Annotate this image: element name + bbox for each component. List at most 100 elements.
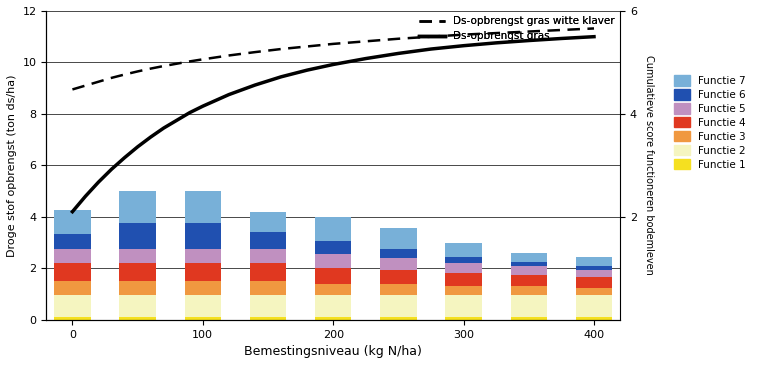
Ds-opbrengst gras witte klaver: [394, 36, 403, 41]
Ds-opbrengst gras: [198, 104, 207, 108]
Bar: [185, 191, 221, 223]
Bar: [120, 295, 156, 317]
Line: Ds-opbrengst gras witte klaver: Ds-opbrengst gras witte klaver: [73, 28, 594, 89]
Bar: [315, 284, 351, 295]
Bar: [55, 317, 91, 320]
Bar: [445, 317, 482, 320]
Bar: [55, 249, 91, 263]
Bar: [510, 295, 547, 317]
Ds-opbrengst gras: [146, 135, 155, 139]
Bar: [185, 295, 221, 317]
Legend: Ds-opbrengst gras witte klaver, Ds-opbrengst gras: Ds-opbrengst gras witte klaver, Ds-opbre…: [419, 16, 615, 41]
Ds-opbrengst gras: [557, 36, 566, 41]
Bar: [380, 295, 416, 317]
Ds-opbrengst gras: [224, 92, 233, 97]
Bar: [445, 286, 482, 295]
Bar: [120, 263, 156, 281]
Ds-opbrengst gras: [491, 41, 500, 45]
Ds-opbrengst gras: [159, 126, 168, 130]
Bar: [445, 243, 482, 257]
Bar: [315, 295, 351, 317]
Ds-opbrengst gras witte klaver: [159, 64, 168, 68]
Bar: [250, 317, 286, 320]
Bar: [185, 249, 221, 263]
Bar: [185, 223, 221, 249]
Bar: [576, 266, 612, 270]
Bar: [185, 317, 221, 320]
Bar: [55, 234, 91, 249]
Bar: [380, 258, 416, 270]
Bar: [445, 263, 482, 273]
Ds-opbrengst gras: [94, 180, 103, 184]
Bar: [55, 295, 91, 317]
Bar: [120, 249, 156, 263]
Ds-opbrengst gras: [68, 210, 77, 214]
Bar: [315, 254, 351, 268]
Ds-opbrengst gras witte klaver: [133, 69, 142, 74]
Bar: [250, 263, 286, 281]
Ds-opbrengst gras: [329, 62, 338, 67]
Ds-opbrengst gras: [426, 47, 435, 51]
Ds-opbrengst gras witte klaver: [81, 83, 90, 88]
Bar: [380, 317, 416, 320]
Ds-opbrengst gras: [251, 83, 260, 87]
Ds-opbrengst gras: [361, 56, 370, 61]
Bar: [250, 232, 286, 249]
Ds-opbrengst gras witte klaver: [303, 44, 312, 49]
Ds-opbrengst gras: [185, 110, 195, 115]
Bar: [510, 253, 547, 262]
Ds-opbrengst gras witte klaver: [120, 72, 129, 77]
Bar: [315, 217, 351, 241]
Bar: [576, 270, 612, 277]
Bar: [576, 317, 612, 320]
Bar: [380, 228, 416, 249]
Ds-opbrengst gras: [459, 43, 468, 48]
Bar: [250, 281, 286, 295]
Bar: [250, 295, 286, 317]
Bar: [250, 212, 286, 232]
Bar: [576, 295, 612, 317]
Legend: Functie 7, Functie 6, Functie 5, Functie 4, Functie 3, Functie 2, Functie 1: Functie 7, Functie 6, Functie 5, Functie…: [671, 72, 749, 173]
Ds-opbrengst gras witte klaver: [426, 34, 435, 39]
Ds-opbrengst gras: [120, 155, 129, 160]
Ds-opbrengst gras: [525, 38, 534, 43]
Bar: [510, 275, 547, 286]
Bar: [576, 257, 612, 266]
Ds-opbrengst gras: [172, 118, 181, 123]
Ds-opbrengst gras witte klaver: [146, 66, 155, 71]
Line: Ds-opbrengst gras: Ds-opbrengst gras: [73, 36, 594, 212]
Bar: [120, 281, 156, 295]
Bar: [55, 263, 91, 281]
X-axis label: Bemestingsniveau (kg N/ha): Bemestingsniveau (kg N/ha): [245, 345, 422, 358]
Ds-opbrengst gras witte klaver: [361, 39, 370, 43]
Ds-opbrengst gras witte klaver: [525, 29, 534, 34]
Bar: [120, 191, 156, 223]
Bar: [510, 262, 547, 266]
Y-axis label: Droge stof opbrengst (ton ds/ha): Droge stof opbrengst (ton ds/ha): [7, 74, 17, 257]
Ds-opbrengst gras witte klaver: [172, 62, 181, 66]
Ds-opbrengst gras: [107, 167, 116, 172]
Bar: [185, 263, 221, 281]
Bar: [445, 273, 482, 286]
Bar: [120, 317, 156, 320]
Bar: [445, 295, 482, 317]
Bar: [250, 249, 286, 263]
Bar: [185, 281, 221, 295]
Bar: [510, 286, 547, 295]
Ds-opbrengst gras witte klaver: [557, 28, 566, 32]
Ds-opbrengst gras witte klaver: [251, 50, 260, 54]
Ds-opbrengst gras witte klaver: [329, 42, 338, 46]
Bar: [55, 281, 91, 295]
Ds-opbrengst gras witte klaver: [491, 31, 500, 35]
Ds-opbrengst gras: [303, 68, 312, 72]
Bar: [315, 317, 351, 320]
Bar: [445, 257, 482, 263]
Bar: [510, 266, 547, 275]
Ds-opbrengst gras: [133, 145, 142, 149]
Bar: [510, 317, 547, 320]
Bar: [120, 223, 156, 249]
Bar: [380, 284, 416, 295]
Ds-opbrengst gras witte klaver: [94, 80, 103, 84]
Ds-opbrengst gras witte klaver: [185, 59, 195, 64]
Bar: [380, 249, 416, 258]
